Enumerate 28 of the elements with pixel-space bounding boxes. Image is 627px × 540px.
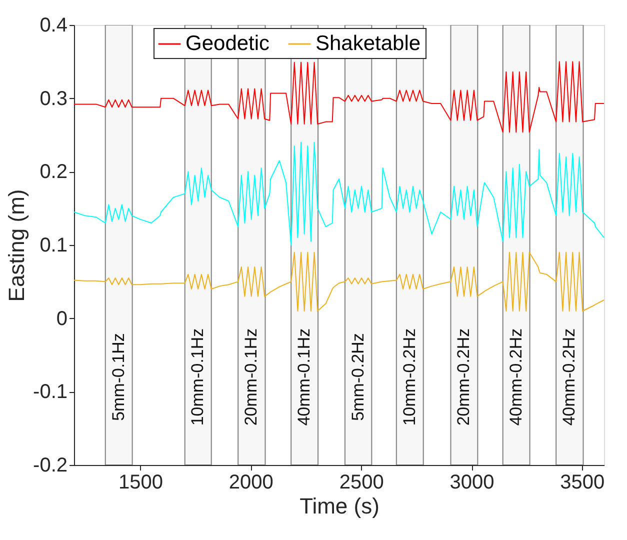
x-tick-label: 3500: [560, 472, 605, 494]
band-label: 5mm-0.2Hz: [348, 333, 368, 421]
x-tick-label: 1500: [118, 472, 163, 494]
x-tick-label: 3000: [450, 472, 494, 494]
legend-label: Shaketable: [316, 32, 421, 55]
y-tick-label: 0: [56, 308, 68, 330]
band-label: 10mm-0.2Hz: [400, 328, 419, 426]
band-label: 40mm-0.1Hz: [294, 328, 314, 426]
y-tick-label: -0.2: [33, 454, 68, 476]
legend-label: Geodetic: [186, 32, 270, 55]
x-tick-label: 2000: [228, 472, 274, 494]
line-series: [74, 61, 604, 133]
line-series: [74, 252, 604, 312]
band-label: 10mm-0.1Hz: [188, 328, 208, 426]
y-tick-label: -0.1: [33, 381, 68, 404]
x-axis-title: Time (s): [300, 494, 380, 518]
y-tick-label: 0.2: [40, 161, 68, 184]
line-series: [74, 142, 604, 246]
y-axis-title: Easting (m): [4, 189, 30, 302]
y-tick-label: 0.4: [40, 14, 68, 36]
band-label: 5mm-0.1Hz: [108, 333, 128, 421]
y-tick-label: 0.3: [40, 88, 68, 110]
y-tick-label: 0.1: [40, 234, 68, 256]
band-label: 20mm-0.1Hz: [242, 328, 261, 426]
band-label: 40mm-0.2Hz: [560, 328, 579, 426]
band-label: 40mm-0.2Hz: [506, 328, 526, 426]
band-label: 20mm-0.2Hz: [454, 328, 474, 426]
x-tick-label: 2500: [339, 472, 384, 494]
